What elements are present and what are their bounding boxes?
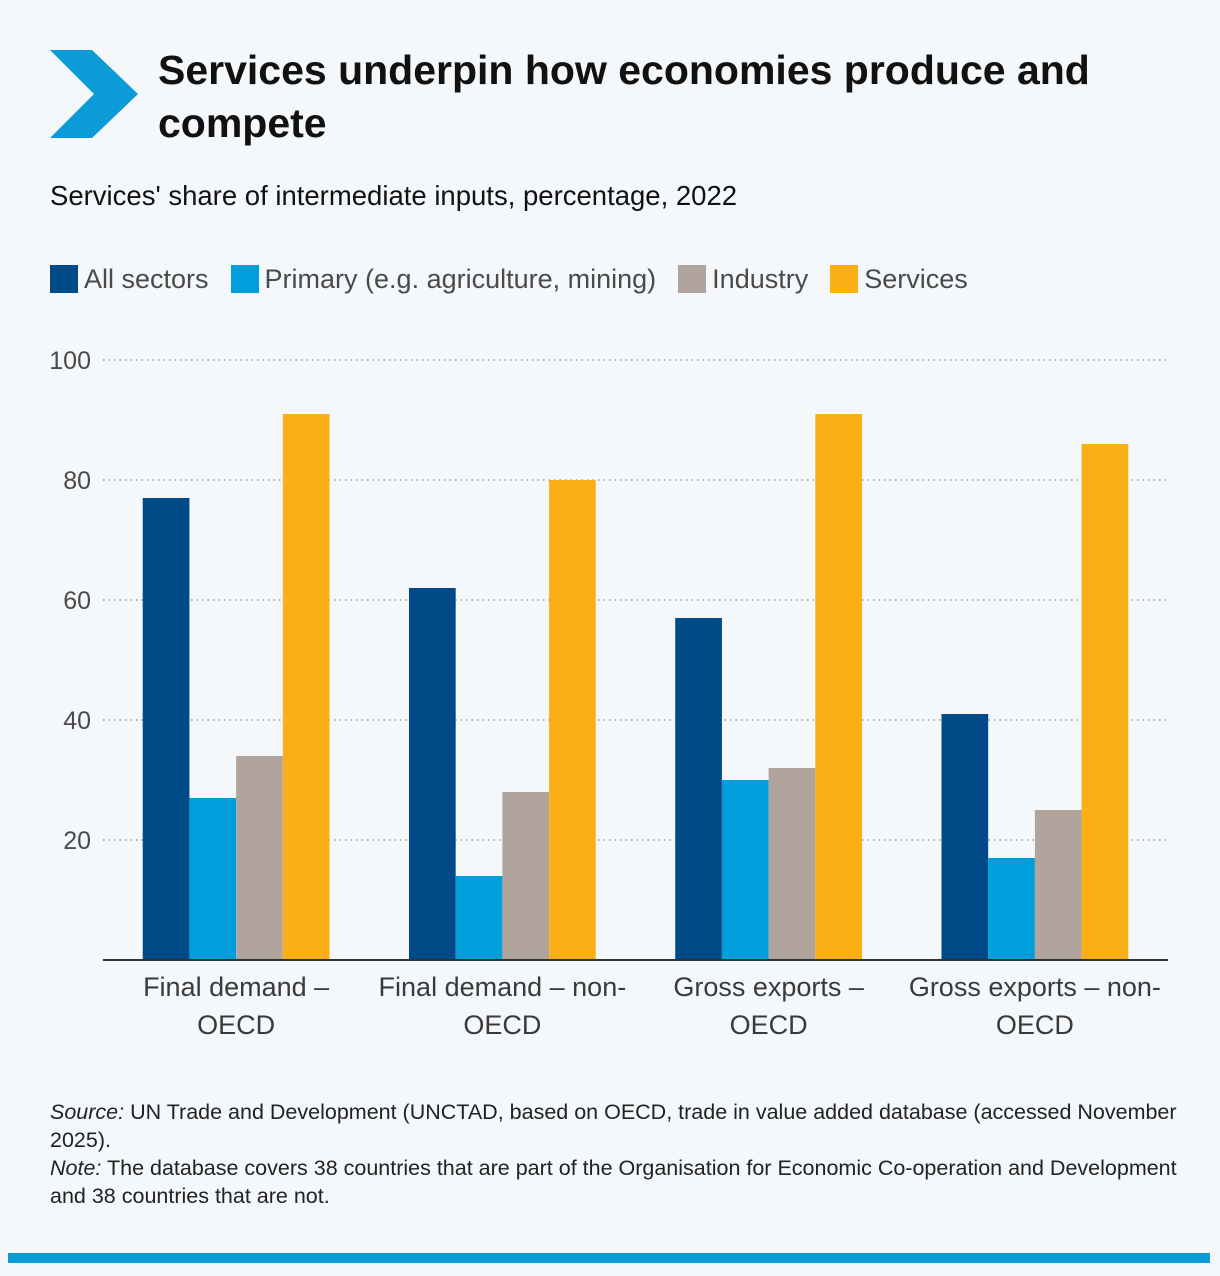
- legend-swatch: [50, 265, 78, 293]
- y-tick-label: 100: [49, 347, 91, 375]
- x-category-label: Final demand – OECD: [143, 972, 329, 1040]
- bar: [941, 714, 989, 960]
- bar: [675, 618, 722, 960]
- bar: [502, 792, 550, 960]
- bar: [815, 414, 863, 960]
- x-category-label-line: Final demand – non-: [379, 972, 627, 1002]
- bar: [721, 780, 769, 960]
- bar: [408, 588, 456, 960]
- source-note: Source: UN Trade and Development (UNCTAD…: [50, 1098, 1180, 1154]
- legend-item-all-sectors: All sectors: [50, 264, 209, 295]
- note-label: Note:: [50, 1156, 102, 1180]
- legend-item-primary: Primary (e.g. agriculture, mining): [230, 263, 657, 295]
- chevron-logo-icon: [50, 50, 138, 138]
- x-category-label: Gross exports – non- OECD: [909, 972, 1161, 1040]
- source-label: Source:: [50, 1100, 125, 1124]
- legend-item-industry: Industry: [678, 264, 808, 295]
- note-text: The database covers 38 countries that ar…: [50, 1156, 1177, 1208]
- chart-title: Services underpin how economies produce …: [158, 47, 1090, 146]
- legend-swatch: [230, 265, 259, 293]
- legend-label: All sectors: [84, 263, 209, 294]
- x-category-label: Gross exports – OECD: [673, 972, 864, 1040]
- x-category-label-line: OECD: [463, 1010, 541, 1040]
- source-text: UN Trade and Development (UNCTAD, based …: [50, 1100, 1177, 1152]
- x-category-label-line: Gross exports – non-: [909, 972, 1161, 1002]
- bar: [282, 414, 330, 960]
- x-category-label-line: Gross exports –: [673, 972, 864, 1002]
- legend-label: Industry: [712, 263, 809, 294]
- y-tick-label: 80: [63, 467, 91, 495]
- y-tick-label: 60: [63, 587, 91, 615]
- bar: [1034, 810, 1082, 960]
- footnote: Source: UN Trade and Development (UNCTAD…: [50, 1098, 1180, 1210]
- legend-item-services: Services: [830, 264, 968, 295]
- legend: All sectors Primary (e.g. agriculture, m…: [50, 262, 990, 296]
- legend-label: Services: [864, 263, 968, 294]
- x-category-label: Final demand – non- OECD: [379, 972, 627, 1040]
- x-category-label-line: OECD: [730, 1010, 808, 1040]
- legend-label: Primary (e.g. agriculture, mining): [264, 263, 657, 294]
- chart-subtitle: Services' share of intermediate inputs, …: [50, 180, 738, 211]
- bar: [455, 876, 503, 960]
- bottom-accent-bar: [8, 1253, 1210, 1263]
- x-category-label-line: Final demand –: [143, 972, 329, 1002]
- x-category-label-line: OECD: [996, 1010, 1074, 1040]
- y-tick-label: 40: [63, 707, 91, 735]
- note: Note: The database covers 38 countries t…: [50, 1154, 1180, 1210]
- bar: [142, 498, 190, 960]
- bar: [768, 768, 816, 960]
- bar: [189, 798, 237, 960]
- bar: [236, 756, 283, 960]
- legend-swatch: [678, 265, 707, 293]
- bar: [988, 858, 1035, 960]
- y-tick-label: 20: [63, 827, 91, 855]
- legend-swatch: [830, 265, 859, 293]
- x-category-label-line: OECD: [197, 1010, 275, 1040]
- bar: [549, 480, 596, 960]
- bar: [1081, 444, 1129, 960]
